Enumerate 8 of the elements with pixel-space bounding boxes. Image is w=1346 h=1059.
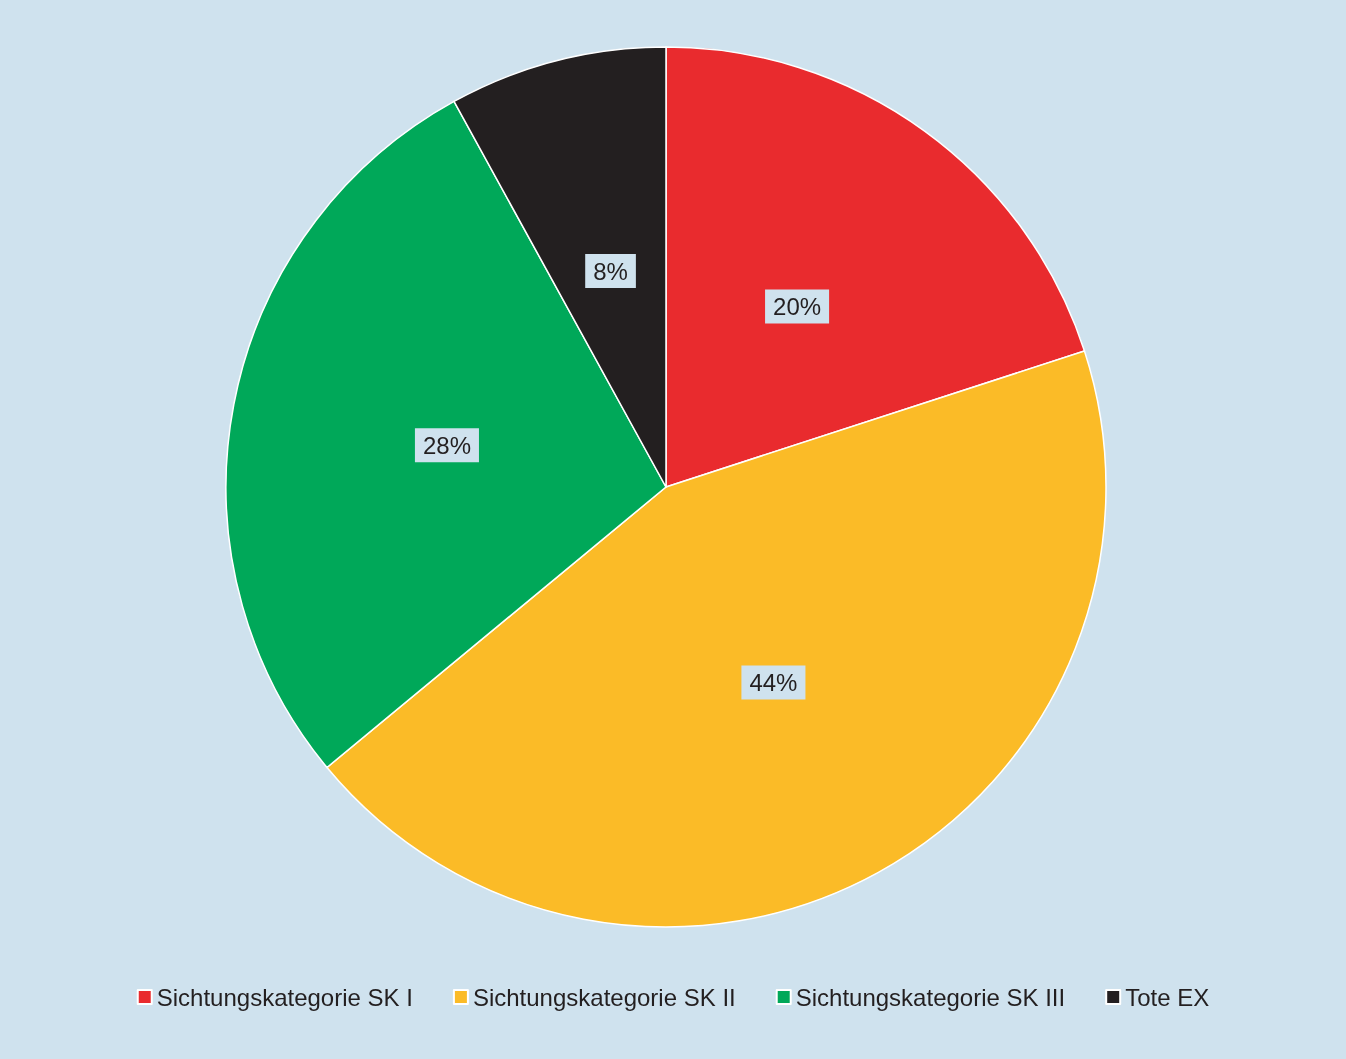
data-label: 28% xyxy=(422,431,471,459)
legend-label: Sichtungskategorie SK I xyxy=(156,983,413,1011)
data-label: 44% xyxy=(749,668,798,696)
legend-label: Tote EX xyxy=(1125,983,1210,1011)
data-label: 20% xyxy=(773,293,822,321)
data-label: 8% xyxy=(593,257,628,285)
legend-label: Sichtungskategorie SK III xyxy=(795,983,1066,1011)
legend-label: Sichtungskategorie SK II xyxy=(472,983,736,1011)
